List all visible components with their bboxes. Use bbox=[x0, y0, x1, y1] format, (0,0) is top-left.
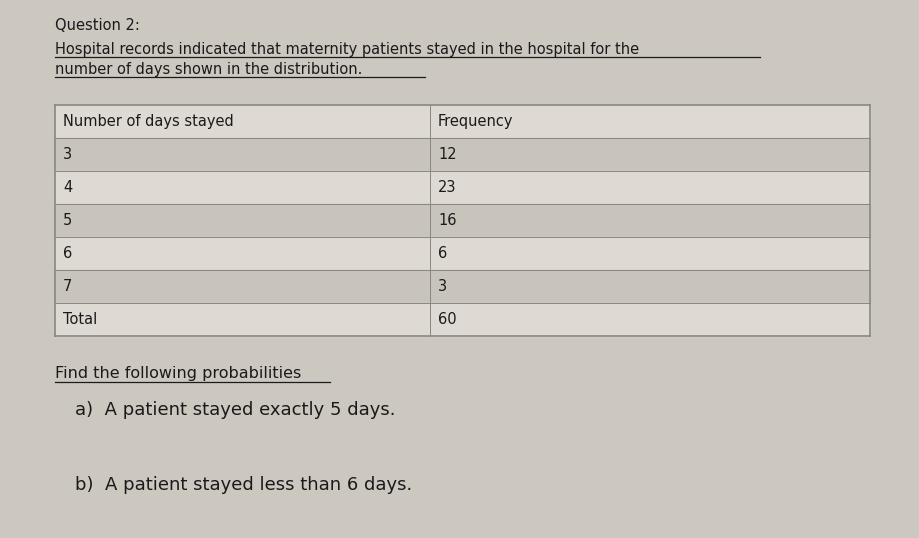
Bar bbox=[55, 270, 869, 303]
Text: Hospital records indicated that maternity patients stayed in the hospital for th: Hospital records indicated that maternit… bbox=[55, 42, 639, 57]
Text: number of days shown in the distribution.: number of days shown in the distribution… bbox=[55, 62, 362, 77]
Text: 60: 60 bbox=[437, 312, 456, 327]
Text: 12: 12 bbox=[437, 147, 456, 162]
Text: Number of days stayed: Number of days stayed bbox=[62, 114, 233, 129]
Text: Total: Total bbox=[62, 312, 97, 327]
Text: 16: 16 bbox=[437, 213, 456, 228]
Text: 6: 6 bbox=[437, 246, 447, 261]
Bar bbox=[55, 171, 869, 204]
Text: Find the following probabilities: Find the following probabilities bbox=[55, 366, 301, 381]
Bar bbox=[55, 204, 869, 237]
Text: Question 2:: Question 2: bbox=[55, 18, 140, 33]
Text: a)  A patient stayed exactly 5 days.: a) A patient stayed exactly 5 days. bbox=[75, 401, 395, 419]
Bar bbox=[55, 138, 869, 171]
Bar bbox=[55, 105, 869, 138]
Text: b)  A patient stayed less than 6 days.: b) A patient stayed less than 6 days. bbox=[75, 476, 412, 494]
Text: 6: 6 bbox=[62, 246, 73, 261]
Bar bbox=[55, 303, 869, 336]
Bar bbox=[55, 237, 869, 270]
Text: 3: 3 bbox=[437, 279, 447, 294]
Text: 23: 23 bbox=[437, 180, 456, 195]
Text: 4: 4 bbox=[62, 180, 73, 195]
Text: 5: 5 bbox=[62, 213, 73, 228]
Text: 7: 7 bbox=[62, 279, 73, 294]
Text: 3: 3 bbox=[62, 147, 72, 162]
Text: Frequency: Frequency bbox=[437, 114, 513, 129]
